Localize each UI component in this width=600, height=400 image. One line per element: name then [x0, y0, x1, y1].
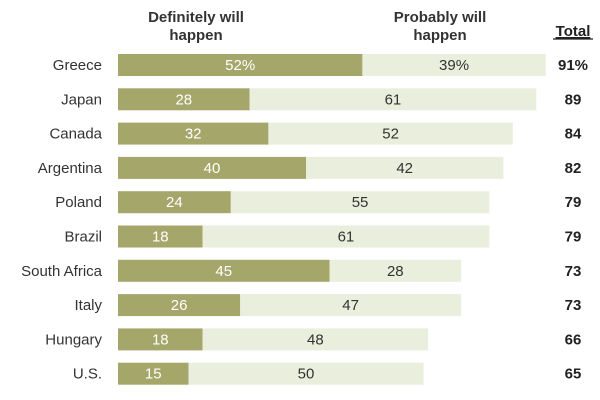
header-definitely-line: Definitely will	[148, 9, 244, 26]
bar-probably	[329, 259, 462, 282]
value-label-definitely: 52%	[225, 57, 255, 74]
header-probably-line: Probably will	[394, 9, 487, 26]
category-label: U.S.	[73, 366, 102, 383]
bar-definitely	[118, 294, 241, 317]
value-label-definitely: 32	[185, 126, 202, 143]
total-value: 79	[565, 194, 582, 211]
category-label: Greece	[53, 57, 102, 74]
bar-definitely	[118, 362, 189, 385]
bar-definitely	[118, 54, 363, 76]
total-value: 79	[565, 229, 582, 246]
total-value: 91%	[558, 57, 588, 74]
total-value: 82	[565, 160, 582, 177]
bar-definitely	[118, 225, 203, 248]
bar-definitely	[118, 122, 269, 145]
header-definitely-line: happen	[169, 27, 222, 44]
total-value: 84	[565, 126, 582, 143]
value-label-definitely: 15	[145, 366, 162, 383]
bar-probably	[202, 225, 490, 248]
value-label-probably: 28	[387, 263, 404, 280]
bar-probably	[306, 156, 504, 179]
header-definitely: Definitely will happen	[148, 9, 244, 44]
total-value: 89	[565, 91, 582, 108]
value-label-probably: 52	[382, 126, 399, 143]
value-label-probably: 48	[307, 331, 324, 348]
value-label-probably: 61	[338, 229, 355, 246]
total-value: 65	[565, 366, 582, 383]
value-label-probably: 50	[298, 366, 315, 383]
value-label-definitely: 40	[204, 160, 221, 177]
bar-probably	[188, 362, 424, 385]
bars-group	[118, 54, 546, 385]
value-label-definitely: 26	[171, 297, 188, 314]
category-label: Canada	[49, 126, 102, 143]
header-probably-line: happen	[413, 27, 466, 44]
value-label-probably: 42	[396, 160, 413, 177]
header-total: Total	[556, 23, 591, 40]
value-label-definitely: 24	[166, 194, 183, 211]
bar-definitely	[118, 328, 203, 351]
labels-group: Greece 52% 39% 91% Japan 28 61 89 Canada 32 52 84 Ar…	[21, 57, 588, 383]
bar-definitely	[118, 88, 250, 111]
value-label-probably: 47	[342, 297, 359, 314]
category-label: Brazil	[64, 229, 102, 246]
header-probably: Probably will happen	[394, 9, 487, 44]
bar-probably	[240, 294, 462, 317]
value-label-definitely: 45	[215, 263, 232, 280]
value-label-definitely: 18	[152, 229, 169, 246]
category-label: Poland	[55, 194, 102, 211]
value-label-definitely: 28	[175, 91, 192, 108]
bar-probably	[230, 191, 490, 214]
category-label: South Africa	[21, 263, 103, 280]
bar-probably	[249, 88, 537, 111]
value-label-definitely: 18	[152, 331, 169, 348]
category-label: Hungary	[45, 331, 102, 348]
total-value: 73	[565, 263, 582, 280]
category-label: Argentina	[38, 160, 103, 177]
total-value: 66	[565, 331, 582, 348]
value-label-probably: 39%	[439, 57, 469, 74]
bar-probably	[362, 54, 546, 76]
value-label-probably: 55	[352, 194, 369, 211]
category-label: Japan	[61, 91, 102, 108]
bar-definitely	[118, 156, 306, 179]
category-label: Italy	[74, 297, 102, 314]
bar-probably	[268, 122, 513, 145]
total-value: 73	[565, 297, 582, 314]
bar-probably	[202, 328, 429, 351]
bar-definitely	[118, 259, 330, 282]
bar-definitely	[118, 191, 231, 214]
value-label-probably: 61	[385, 91, 402, 108]
